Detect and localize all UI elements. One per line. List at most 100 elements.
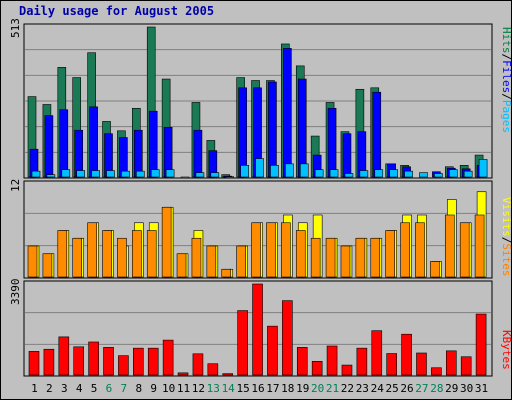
legend-sep: / [500, 93, 512, 100]
bar-pages-day26-fill [404, 170, 413, 178]
day-label: 20 [311, 382, 324, 395]
bar-kbytes-day10 [162, 339, 174, 376]
bar-pages-day10-fill [165, 169, 175, 178]
bar-sites-day17-fill [266, 222, 276, 278]
day-label: 21 [326, 382, 339, 395]
bar-files-day8 [134, 129, 143, 178]
bar-kbytes-day5-fill [88, 341, 99, 376]
legend-hits: Hits [500, 27, 512, 54]
bar-pages-day13-fill [210, 172, 220, 178]
bar-pages-day18-fill [285, 163, 294, 178]
bar-kbytes-day25 [386, 353, 397, 376]
bar-files-day12-fill [193, 129, 203, 178]
bar-kbytes-day28-fill [431, 367, 442, 376]
bar-kbytes-day22 [341, 364, 353, 376]
bar-sites-day16-fill [251, 222, 261, 278]
legend-files: Files [500, 60, 512, 93]
bar-sites-day20-fill [310, 237, 321, 278]
bar-pages-day17 [270, 165, 279, 178]
bar-kbytes-day30-fill [460, 356, 472, 376]
bar-kbytes-day21 [326, 345, 338, 376]
bar-sites-day3-fill [57, 230, 68, 278]
bar-sites-day28 [430, 261, 440, 278]
bar-kbytes-day17 [267, 325, 278, 376]
bar-kbytes-day4-fill [73, 346, 85, 376]
bar-files-day19 [297, 78, 307, 178]
bar-pages-day12-fill [195, 172, 205, 178]
bars [27, 26, 488, 376]
day-label: 27 [415, 382, 428, 395]
bar-pages-day7-fill [121, 170, 130, 178]
day-label: 8 [135, 382, 142, 395]
bar-kbytes-day28 [431, 367, 442, 376]
bar-kbytes-day19-fill [296, 347, 308, 376]
bar-files-day12 [193, 129, 203, 178]
day-label: 7 [121, 382, 128, 395]
bar-sites-day22-fill [340, 245, 351, 278]
bar-kbytes-day9-fill [147, 347, 159, 376]
bar-files-day17-fill [268, 81, 277, 178]
bar-kbytes-day1 [28, 351, 40, 376]
bar-files-day15-fill [238, 87, 247, 178]
day-label: 2 [46, 382, 53, 395]
bar-sites-day5 [87, 222, 97, 278]
day-label: 29 [445, 382, 458, 395]
bar-sites-day15-fill [236, 245, 246, 278]
bar-pages-day3 [61, 169, 71, 178]
bar-files-day4-fill [74, 129, 84, 178]
bar-pages-day27-fill [419, 172, 428, 178]
bar-sites-day9 [146, 230, 157, 278]
bar-kbytes-day14-fill [222, 373, 234, 376]
day-label: 26 [400, 382, 413, 395]
bar-pages-day4-fill [76, 170, 86, 178]
bar-kbytes-day22-fill [341, 364, 353, 376]
day-labels: 1 2 3 4 5 6 7 8 9 10 11 12 13 14 15 16 17 18 19 20 21 22 23 24 2… [31, 382, 488, 395]
bar-pages-day17-fill [270, 165, 279, 178]
bar-pages-day8 [136, 170, 145, 178]
bar-pages-day24-fill [374, 169, 384, 178]
bar-pages-day27 [419, 172, 428, 178]
bar-sites-day1-fill [27, 245, 38, 278]
bar-pages-day11-fill [180, 176, 190, 179]
day-label: 15 [236, 382, 249, 395]
bar-kbytes-day26-fill [401, 333, 412, 376]
bar-sites-day23 [355, 237, 366, 278]
bar-pages-day11 [180, 176, 190, 179]
bar-kbytes-day26 [401, 333, 412, 376]
bar-sites-day29-fill [444, 214, 455, 278]
bar-sites-day28-fill [430, 261, 440, 278]
bar-files-day18-fill [283, 48, 292, 178]
bar-sites-day3 [57, 230, 68, 278]
bar-pages-day26 [404, 170, 413, 178]
bar-pages-day25 [389, 169, 398, 178]
bar-pages-day8-fill [136, 170, 145, 178]
day-label: 16 [251, 382, 264, 395]
bar-pages-day4 [76, 170, 86, 178]
bar-kbytes-day8-fill [133, 347, 144, 376]
day-label: 19 [296, 382, 309, 395]
legend-hits-files-pages: Hits/Files/Pages [500, 27, 512, 133]
y-max-label-kbytes: 3390 [9, 279, 22, 306]
day-label: 6 [106, 382, 113, 395]
bar-kbytes-day6-fill [103, 347, 114, 376]
bar-sites-day21-fill [325, 237, 336, 278]
day-label: 18 [281, 382, 294, 395]
bar-sites-day19 [295, 230, 306, 278]
bar-sites-day11-fill [176, 253, 187, 278]
bar-kbytes-day27-fill [416, 352, 427, 376]
bar-sites-day4 [72, 237, 83, 278]
bar-pages-day31-fill [478, 159, 488, 178]
bar-sites-day2 [42, 253, 53, 278]
bar-kbytes-day18 [282, 300, 293, 376]
bar-sites-day22 [340, 245, 351, 278]
bar-kbytes-day1-fill [28, 351, 40, 376]
bar-pages-day24 [374, 169, 384, 178]
bar-sites-day2-fill [42, 253, 53, 278]
bar-sites-day1 [27, 245, 38, 278]
day-label: 12 [192, 382, 205, 395]
bar-pages-day12 [195, 172, 205, 178]
bar-pages-day30 [463, 170, 473, 178]
legend-visits: Visits [500, 197, 512, 237]
bar-pages-day29-fill [448, 169, 458, 178]
